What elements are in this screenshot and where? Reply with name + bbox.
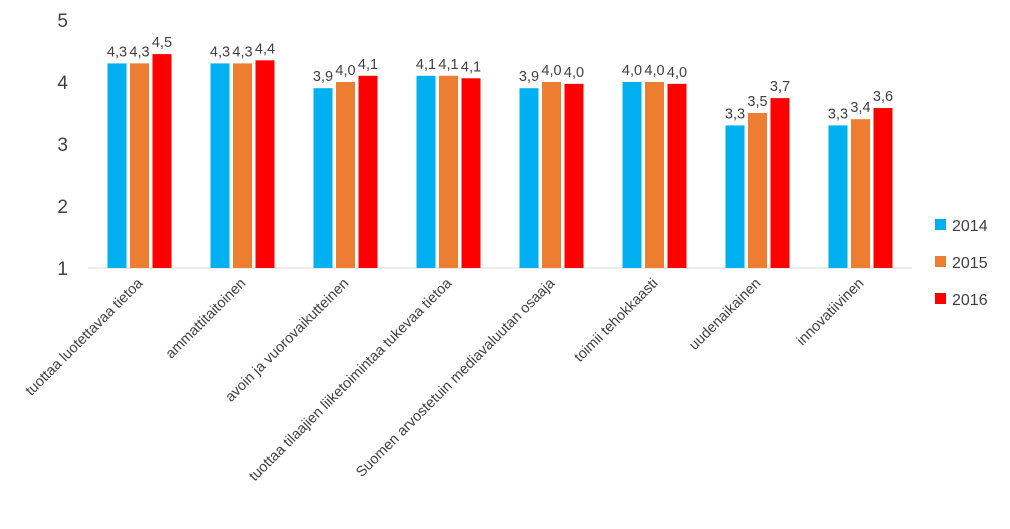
bar-2014 [416, 75, 436, 268]
y-tick-label: 2 [57, 197, 68, 218]
legend-swatch-2016 [935, 293, 946, 304]
data-label: 4,1 [461, 59, 481, 75]
y-tick-label: 3 [57, 135, 68, 156]
data-label: 4,0 [622, 63, 642, 79]
data-label: 3,9 [313, 69, 333, 85]
bar-2014 [828, 125, 848, 269]
legend-label: 2014 [952, 218, 988, 235]
data-label: 3,7 [770, 79, 790, 95]
data-label: 4,3 [232, 44, 252, 60]
bar-2015 [645, 82, 664, 268]
bar-2015 [542, 82, 561, 268]
data-label: 3,6 [873, 89, 893, 105]
bar-2016 [667, 83, 687, 268]
data-label: 4,3 [129, 44, 149, 60]
data-label: 4,4 [255, 41, 275, 57]
data-label: 3,9 [519, 69, 539, 85]
y-tick-label: 1 [57, 259, 68, 280]
x-tick-label: ammattitaitoinen [163, 276, 250, 363]
x-tick-label: tuottaa tilaajien liiketoimintaa tukevaa… [246, 275, 456, 485]
bar-2015 [233, 63, 252, 269]
x-tick-label: tuottaa luotettavaa tietoa [23, 275, 147, 399]
bar-2015 [851, 119, 870, 268]
data-label: 3,3 [828, 106, 848, 122]
data-label: 3,5 [747, 94, 767, 110]
x-tick-label: Suomen arvostetuin mediavaluutan osaaja [353, 275, 559, 481]
data-label: 4,1 [358, 57, 378, 73]
x-tick-label: uudenaikainen [686, 276, 764, 354]
x-tick-label: innovatiivinen [794, 276, 867, 349]
y-tick-label: 5 [57, 11, 68, 32]
bar-2014 [313, 88, 333, 268]
bar-2016 [152, 54, 172, 268]
data-label: 4,0 [541, 63, 561, 79]
legend-label: 2015 [952, 255, 988, 272]
data-label: 4,0 [335, 63, 355, 79]
bar-2015 [336, 82, 355, 268]
data-label: 4,0 [667, 65, 687, 81]
bar-2016 [358, 75, 378, 268]
bar-2014 [725, 125, 745, 269]
bar-2014 [519, 88, 539, 268]
data-label: 3,4 [850, 100, 870, 116]
data-label: 3,3 [725, 106, 745, 122]
bar-2014 [210, 63, 230, 269]
data-label: 4,3 [210, 44, 230, 60]
data-label: 4,5 [152, 35, 172, 51]
data-label: 4,1 [438, 57, 458, 73]
bar-2016 [770, 98, 790, 269]
legend-swatch-2014 [935, 219, 946, 230]
data-label: 4,3 [107, 44, 127, 60]
y-tick-label: 4 [57, 73, 68, 94]
bar-2016 [564, 83, 584, 268]
legend-swatch-2015 [935, 256, 946, 267]
data-label: 4,1 [416, 57, 436, 73]
bar-2014 [107, 63, 127, 269]
bar-2016 [255, 60, 275, 268]
bar-2015 [439, 75, 458, 268]
legend-label: 2016 [952, 292, 988, 309]
bar-2015 [748, 113, 767, 268]
bar-2016 [461, 78, 481, 268]
x-tick-label: toimii tehokkaasti [571, 276, 661, 366]
data-label: 4,0 [564, 65, 584, 81]
bar-2014 [622, 82, 642, 268]
bar-2015 [130, 63, 149, 269]
bar-2016 [873, 108, 893, 268]
data-label: 4,0 [644, 63, 664, 79]
